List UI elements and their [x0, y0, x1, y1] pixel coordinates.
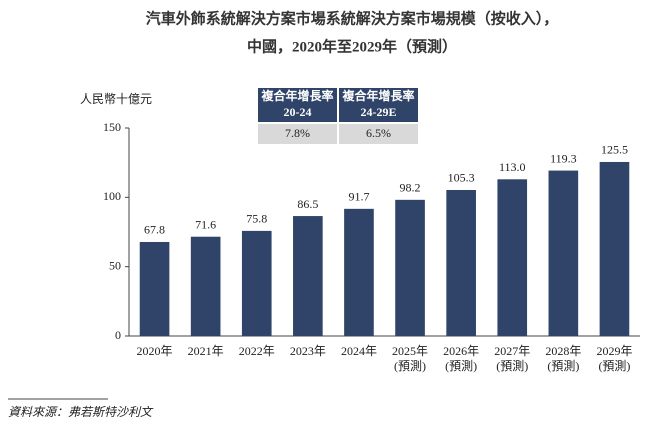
value-label: 67.8 — [144, 223, 165, 237]
table-header: 24-29E — [361, 105, 397, 119]
bar — [190, 236, 221, 336]
table-value-cell — [339, 124, 418, 144]
y-tick-label: 50 — [109, 258, 121, 272]
x-tick-label: 2020年 — [137, 344, 173, 358]
x-tick-label: 2026年(預測) — [443, 344, 479, 373]
value-label: 113.0 — [499, 160, 526, 174]
bar — [241, 230, 272, 336]
table-value: 7.8% — [285, 126, 310, 140]
bar — [139, 241, 170, 336]
table-value-cell — [258, 124, 337, 144]
bar — [446, 189, 476, 336]
table-value: 6.5% — [366, 126, 391, 140]
x-tick-label: 2021年 — [188, 344, 224, 358]
y-tick-label: 100 — [103, 189, 121, 203]
chart-subtitle: 中國，2020年至2029年（預測） — [247, 37, 457, 55]
chart-title: 汽車外飾系統解決方案市場系統解決方案市場規模（按收入）， — [146, 9, 559, 27]
x-tick-label: 2028年(預測) — [545, 344, 581, 373]
value-label: 119.3 — [550, 151, 577, 165]
bar — [395, 199, 425, 336]
y-tick-label: 150 — [103, 120, 121, 134]
bar — [599, 161, 630, 336]
x-tick-label: 2025年(預測) — [392, 344, 428, 373]
value-label: 125.5 — [601, 143, 628, 157]
bar — [344, 208, 374, 336]
value-label: 71.6 — [195, 217, 216, 231]
bar — [548, 170, 579, 336]
value-label: 98.2 — [400, 181, 421, 195]
x-tick-label: 2023年 — [290, 344, 326, 358]
value-label: 86.5 — [297, 197, 318, 211]
table-header: 複合年增長率 — [341, 88, 414, 103]
x-tick-label: 2022年 — [239, 344, 275, 358]
value-label: 91.7 — [348, 190, 369, 204]
y-axis-label: 人民幣十億元 — [80, 92, 152, 106]
bar — [293, 216, 323, 336]
table-header: 複合年增長率 — [260, 88, 333, 103]
x-tick-label: 2027年(預測) — [494, 344, 530, 373]
table-header: 20-24 — [284, 105, 312, 119]
bar — [497, 179, 528, 336]
table-header-cell — [339, 88, 418, 122]
table-header-cell — [258, 88, 337, 122]
source: 資料來源：弗若斯特沙利文 — [8, 405, 154, 419]
x-tick-label: 2029年(預測) — [596, 344, 632, 373]
y-tick-label: 0 — [115, 328, 121, 342]
value-label: 75.8 — [246, 212, 267, 226]
x-tick-label: 2024年 — [341, 344, 377, 358]
value-label: 105.3 — [448, 171, 475, 185]
